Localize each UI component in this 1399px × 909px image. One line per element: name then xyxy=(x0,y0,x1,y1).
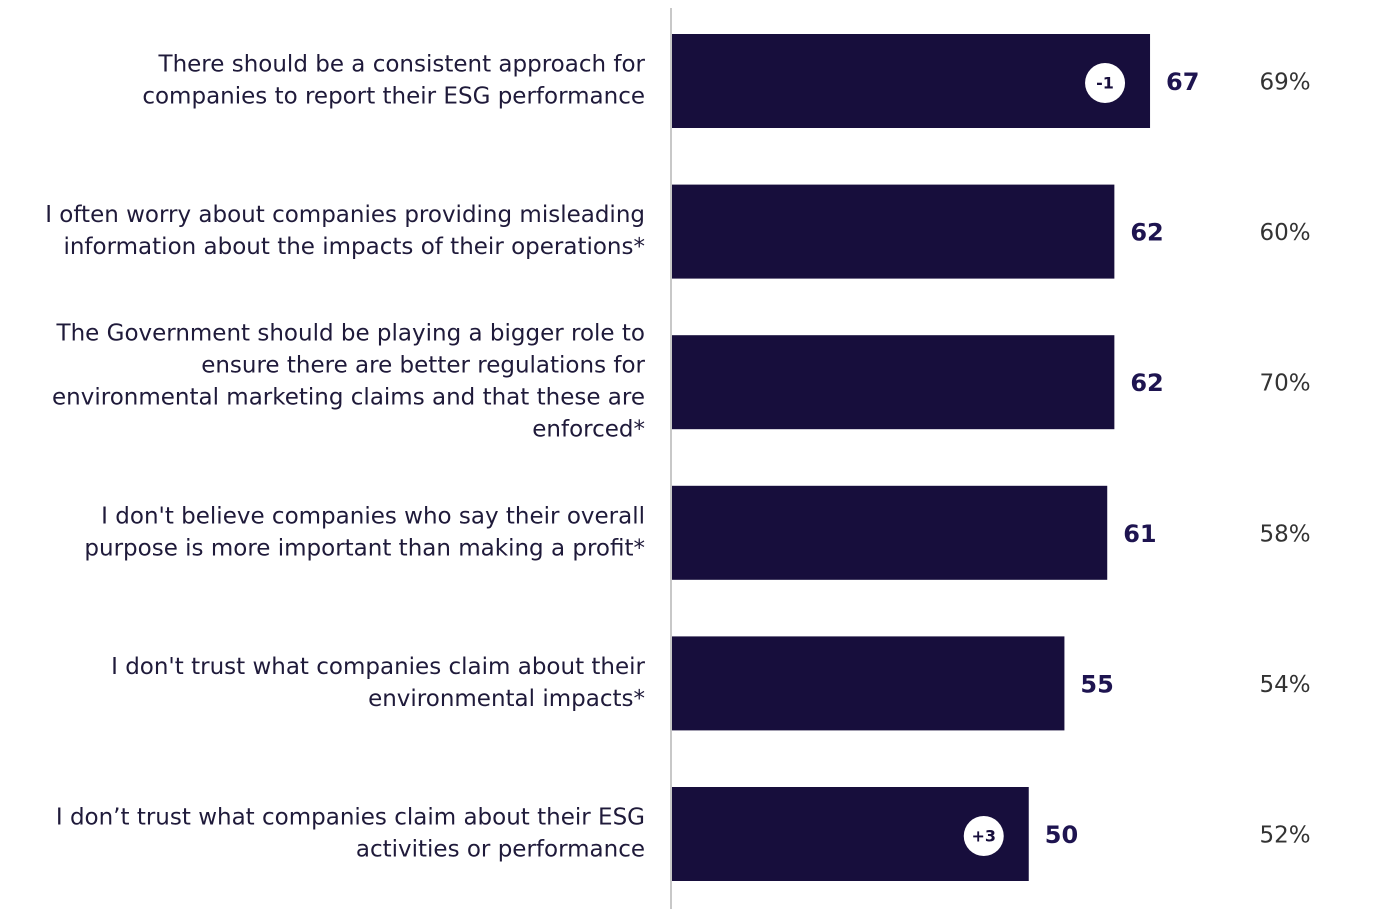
bar xyxy=(672,636,1065,731)
category-label: purpose is more important than making a … xyxy=(84,535,645,561)
value-label: 62 xyxy=(1130,219,1163,247)
category-label: activities or performance xyxy=(356,837,645,863)
category-label: There should be a consistent approach fo… xyxy=(158,52,646,78)
value-label: 67 xyxy=(1166,68,1199,96)
comparison-label: 60% xyxy=(1259,220,1310,246)
category-label: environmental impacts* xyxy=(368,686,645,712)
comparison-label: 69% xyxy=(1259,70,1310,96)
category-label: I don’t trust what companies claim about… xyxy=(56,805,645,831)
value-label: 55 xyxy=(1080,670,1113,698)
category-label: information about the impacts of their o… xyxy=(63,234,645,260)
category-label: environmental marketing claims and that … xyxy=(52,385,645,411)
value-label: 62 xyxy=(1130,369,1163,397)
category-label: enforced* xyxy=(532,417,645,443)
change-badge xyxy=(1085,63,1126,103)
comparison-label: 52% xyxy=(1259,823,1310,849)
value-label: 50 xyxy=(1045,821,1078,849)
bar xyxy=(672,335,1115,430)
category-label: ensure there are better regulations for xyxy=(201,353,645,379)
change-badge xyxy=(963,816,1004,856)
comparison-label: 58% xyxy=(1259,521,1310,547)
comparison-label: 54% xyxy=(1259,672,1310,698)
bar xyxy=(672,184,1115,279)
category-label: companies to report their ESG performanc… xyxy=(142,84,645,110)
comparison-label: 70% xyxy=(1259,371,1310,397)
category-label: The Government should be playing a bigge… xyxy=(56,321,645,347)
category-label: I often worry about companies providing … xyxy=(45,202,645,228)
category-label: I don't trust what companies claim about… xyxy=(111,654,645,680)
value-label: 61 xyxy=(1123,520,1156,548)
category-label: I don't believe companies who say their … xyxy=(101,503,645,529)
bar xyxy=(672,34,1151,128)
bar xyxy=(672,485,1108,580)
change-label: +3 xyxy=(971,827,996,846)
change-label: -1 xyxy=(1096,74,1114,93)
